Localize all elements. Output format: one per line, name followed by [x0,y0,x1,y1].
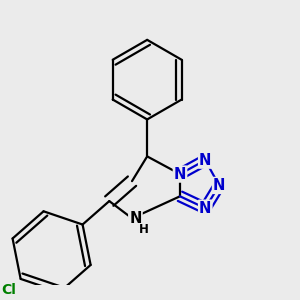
Text: H: H [138,223,148,236]
Text: N: N [129,211,142,226]
Text: N: N [199,153,212,168]
Text: N: N [213,178,225,193]
Text: N: N [199,201,212,216]
Text: Cl: Cl [1,283,16,297]
Text: N: N [174,167,186,182]
